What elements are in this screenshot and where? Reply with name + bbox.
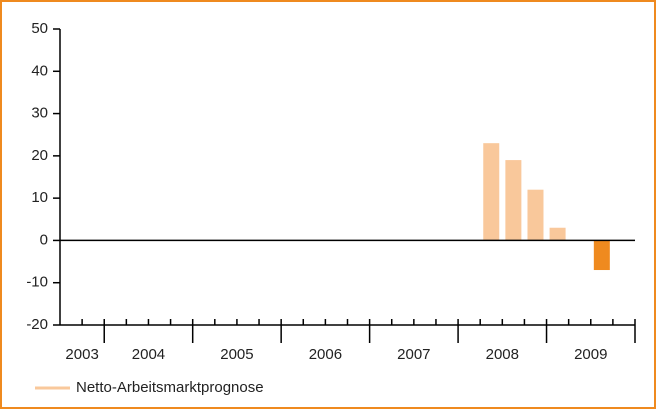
y-tick-label: 40 — [31, 62, 48, 79]
legend-label: Netto-Arbeitsmarktprognose — [76, 379, 264, 396]
y-tick-label: 50 — [31, 20, 48, 37]
x-group-label: 2008 — [486, 346, 519, 363]
bar — [527, 189, 544, 241]
x-group-label: 2005 — [220, 346, 253, 363]
x-group-label: 2004 — [132, 346, 165, 363]
y-tick-label: 10 — [31, 189, 48, 206]
x-group-label: 2006 — [309, 346, 342, 363]
y-tick-label: 20 — [31, 147, 48, 164]
x-group-label: 2007 — [397, 346, 430, 363]
bar — [483, 143, 500, 241]
bar — [505, 160, 522, 241]
bar — [549, 227, 566, 241]
y-tick-label: -10 — [26, 274, 48, 291]
y-tick-label: 30 — [31, 105, 48, 122]
y-tick-label: 0 — [40, 231, 48, 248]
y-tick-label: -20 — [26, 316, 48, 333]
bar — [593, 240, 610, 271]
x-group-label: 2003 — [65, 346, 98, 363]
x-group-label: 2009 — [574, 346, 607, 363]
